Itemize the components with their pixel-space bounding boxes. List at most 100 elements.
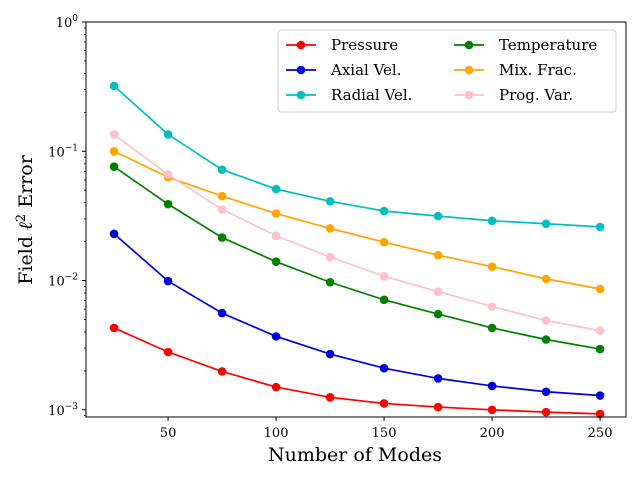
series-line [113,85,601,228]
x-tick-label: 50 [160,426,177,441]
data-point [325,197,335,206]
data-point [325,392,335,402]
legend-box [277,29,617,113]
data-point [109,130,119,139]
data-point [595,344,605,354]
legend-label: Prog. Var. [499,86,573,104]
data-point [379,295,389,305]
series-4 [109,146,605,294]
series-line [113,233,601,397]
y-tick-label: 10−1 [48,143,78,160]
data-point [541,274,551,284]
data-point [433,211,443,221]
data-point [487,381,497,391]
data-point [163,170,173,179]
data-point [109,323,119,333]
y-tick-label: 10−3 [48,402,78,419]
data-point [271,332,281,341]
data-point [109,81,119,91]
y-tick-label: 100 [56,14,79,31]
data-point [217,308,227,318]
data-point [487,216,497,226]
series-line [113,150,601,290]
series-0 [109,323,605,419]
series-5 [109,130,605,335]
legend-marker [464,65,474,75]
data-point [487,262,497,271]
x-tick-label: 250 [588,426,613,441]
data-point [217,233,227,242]
legend-entry-4: Mix. Frac. [454,61,577,79]
legend-marker [464,90,474,100]
data-point [109,146,119,156]
legend-entry-5: Prog. Var. [454,86,573,104]
data-point [433,250,443,260]
data-point [325,277,335,287]
data-point [379,271,389,281]
series-1 [109,229,605,400]
data-point [541,335,551,344]
data-point [271,382,281,392]
data-point [433,374,443,383]
data-point [325,349,335,359]
data-point [595,222,605,232]
data-point [595,409,605,419]
data-point [595,284,605,294]
legend: Pressure Axial Vel. Radial Vel. Temperature… [277,29,617,113]
data-point [595,391,605,400]
legend-marker [296,65,306,75]
y-axis-label-ell: ℓ [15,222,37,230]
data-point [487,405,497,415]
data-point [487,323,497,333]
data-point [379,237,389,247]
y-axis-label-suffix: Error [15,154,37,214]
legend-label: Radial Vel. [331,86,412,104]
y-tick-label: 10−2 [48,273,78,290]
legend-entry-3: Temperature [454,36,597,54]
data-point [271,257,281,266]
data-point [325,252,335,262]
x-tick-label: 150 [372,426,397,441]
legend-marker [296,40,306,50]
data-point [433,287,443,296]
data-point [217,205,227,214]
data-point [271,231,281,241]
data-point [163,130,173,139]
data-point [325,224,335,233]
x-axis-label: Number of Modes [268,444,442,466]
legend-label: Mix. Frac. [499,61,577,79]
y-axis-label: Field ℓ2 Error [14,154,37,285]
data-point [487,302,497,311]
y-axis-label-superscript: 2 [14,214,29,222]
series-2 [109,81,605,232]
data-point [541,316,551,325]
data-point [271,209,281,218]
data-point [379,399,389,408]
data-point [163,347,173,357]
series-line [113,327,601,415]
data-point [541,219,551,229]
legend-entry-0: Pressure [286,36,398,54]
data-point [379,206,389,216]
data-point [217,165,227,175]
legend-label: Axial Vel. [330,61,402,79]
data-point [541,407,551,417]
data-point [163,199,173,209]
data-point [433,309,443,319]
data-point [379,363,389,373]
series-line [113,165,601,350]
legend-label: Pressure [331,36,398,54]
plot-area [109,81,605,419]
legend-entry-1: Axial Vel. [286,61,402,79]
series-line [113,133,601,332]
legend-marker [296,90,306,100]
data-point [217,191,227,201]
legend-label: Temperature [499,36,597,54]
legend-marker [464,40,474,50]
data-point [109,162,119,171]
x-tick-label: 100 [264,426,289,441]
series-3 [109,162,605,354]
data-point [109,229,119,239]
axes: 50 100 150 200 250 10−3 10−2 10−1 100 [48,14,627,441]
